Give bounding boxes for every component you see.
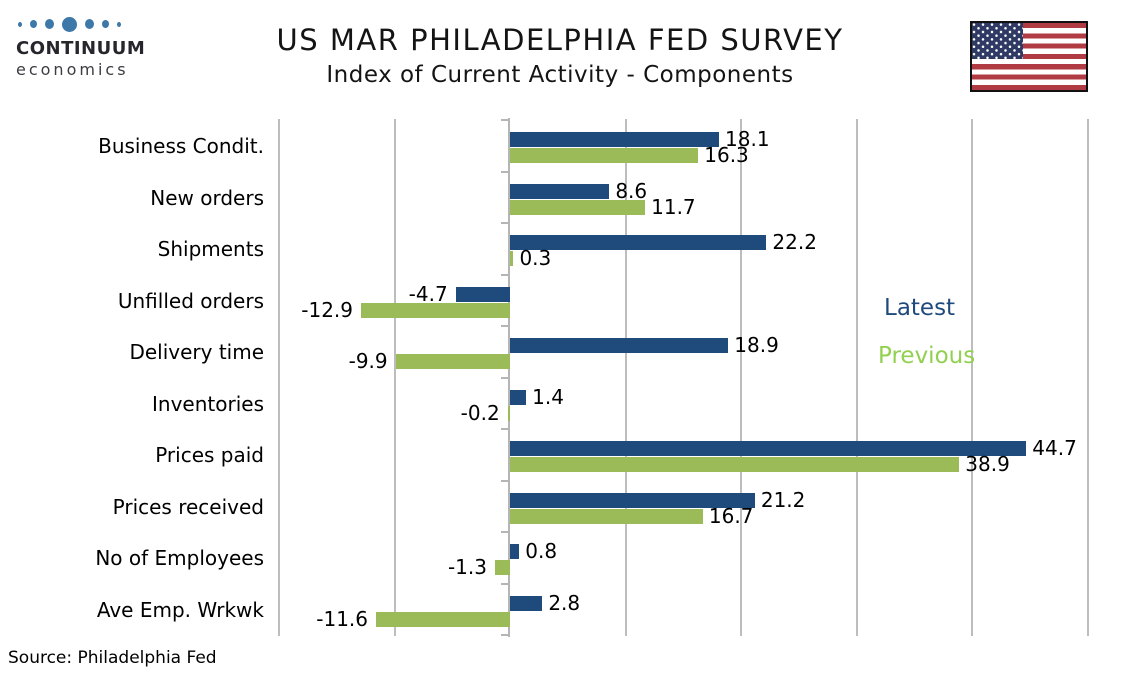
logo-subname: economics — [16, 60, 129, 79]
value-label-latest: 22.2 — [772, 230, 817, 254]
value-label-latest: 1.4 — [532, 384, 564, 409]
axis-line — [508, 118, 510, 637]
axis-tick — [501, 325, 509, 327]
bar-latest — [510, 595, 543, 611]
value-label-previous: -11.6 — [316, 606, 369, 631]
value-label-previous: -9.9 — [348, 349, 388, 373]
flag-canton — [972, 23, 1023, 59]
value-label-previous: -1.3 — [447, 555, 487, 579]
bar-previous — [376, 611, 510, 627]
gridline — [278, 119, 280, 636]
value-label-latest: 0.8 — [525, 539, 558, 563]
axis-tick — [501, 479, 509, 482]
logo-dot-icon — [102, 20, 109, 28]
category-label: Business Condit. — [98, 134, 264, 158]
value-label-previous: 0.3 — [519, 246, 552, 270]
logo-dot-icon — [62, 16, 77, 32]
source-note: Source: Philadelphia Fed — [8, 648, 217, 668]
category-label: No of Employees — [95, 546, 264, 570]
bar-previous — [507, 405, 510, 421]
bar-previous — [510, 508, 703, 524]
axis-tick — [501, 531, 509, 533]
axis-tick — [501, 582, 509, 585]
value-label-previous: -12.9 — [301, 297, 353, 322]
logo-dots-icon — [18, 16, 206, 32]
logo-dot-icon — [85, 19, 94, 29]
category-label: Delivery time — [129, 340, 264, 364]
axis-tick — [501, 376, 509, 379]
gridline — [624, 119, 627, 636]
category-label: Shipments — [157, 237, 264, 261]
category-label: Prices received — [112, 494, 264, 519]
bar-latest — [510, 544, 520, 559]
value-label-latest: 21.2 — [760, 487, 806, 512]
gridline — [971, 119, 973, 636]
axis-tick — [501, 273, 509, 276]
bar-latest — [510, 132, 720, 147]
axis-tick — [501, 170, 509, 173]
gridline — [1086, 119, 1089, 636]
value-label-previous: 11.7 — [651, 194, 696, 219]
bar-latest — [510, 235, 767, 250]
bar-previous — [510, 148, 699, 163]
logo-dot-icon — [18, 21, 22, 27]
axis-tick — [501, 428, 509, 430]
legend-label-latest: Latest — [884, 295, 956, 321]
value-label-previous: 38.9 — [965, 452, 1010, 476]
axis-tick — [501, 222, 509, 224]
value-label-latest: 18.9 — [734, 333, 779, 357]
gridline — [855, 119, 858, 636]
bar-previous — [510, 251, 514, 266]
category-label: Inventories — [152, 391, 264, 416]
category-label: New orders — [150, 185, 264, 210]
gridline — [393, 119, 396, 636]
logo-dot-icon — [117, 21, 121, 27]
category-label: Prices paid — [155, 443, 264, 467]
value-label-latest: 18.1 — [725, 127, 770, 151]
bar-previous — [395, 354, 510, 369]
axis-tick — [501, 634, 509, 636]
axis-tick — [501, 119, 509, 121]
bar-latest — [510, 183, 610, 199]
value-label-previous: 16.7 — [708, 503, 754, 528]
logo-name: CONTINUUM — [16, 38, 146, 59]
legend-label-previous: Previous — [878, 343, 976, 369]
value-label-previous: -0.2 — [460, 400, 500, 425]
value-label-latest: -4.7 — [408, 281, 448, 306]
bar-latest — [455, 286, 510, 302]
category-label: Ave Emp. Wrkwk — [96, 597, 264, 622]
gridline — [740, 119, 742, 636]
title-block: US MAR PHILADELPHIA FED SURVEY Index of … — [170, 22, 950, 90]
chart-title: US MAR PHILADELPHIA FED SURVEY — [276, 23, 844, 57]
bar-latest — [510, 389, 527, 405]
logo-dot-icon — [45, 19, 54, 29]
bar-latest — [510, 338, 729, 353]
logo-dot-icon — [30, 20, 37, 28]
bar-previous — [494, 560, 510, 575]
bar-previous — [510, 457, 960, 472]
us-flag-icon — [970, 21, 1088, 92]
category-label: Unfilled orders — [117, 288, 264, 313]
value-label-previous: 16.3 — [704, 143, 749, 167]
bar-previous — [361, 302, 510, 318]
value-label-latest: 44.7 — [1032, 436, 1077, 460]
bar-latest — [510, 492, 755, 508]
bar-latest — [510, 441, 1027, 456]
chart-subtitle: Index of Current Activity - Components — [326, 62, 794, 88]
value-label-latest: 2.8 — [548, 590, 581, 615]
bar-previous — [510, 199, 646, 215]
value-label-latest: 8.6 — [615, 178, 648, 203]
continuum-economics-logo: CONTINUUM economics — [16, 16, 206, 79]
